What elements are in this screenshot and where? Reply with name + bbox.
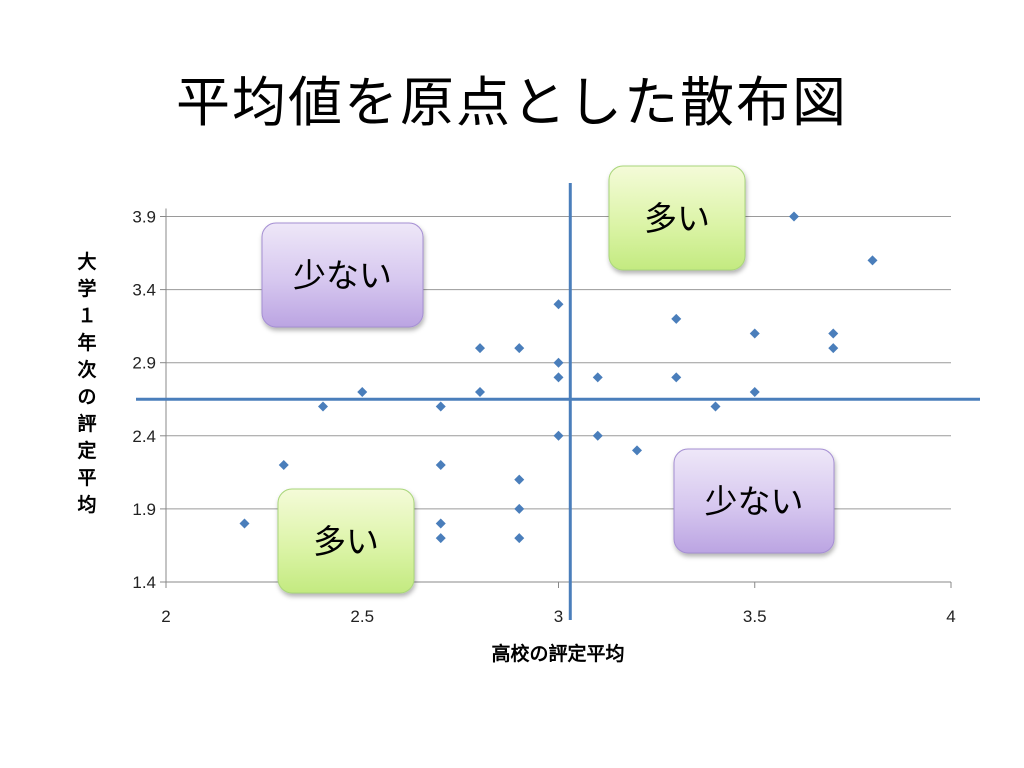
x-tick-labels: 2 2.5 3 3.5 4 bbox=[161, 607, 955, 626]
x-tick-label: 3 bbox=[554, 607, 563, 626]
data-point bbox=[435, 460, 446, 471]
y-tick-labels: 1.4 1.9 2.4 2.9 3.4 3.9 bbox=[132, 208, 156, 593]
data-point bbox=[749, 386, 760, 397]
y-tick-label: 1.9 bbox=[132, 500, 156, 519]
data-point bbox=[671, 372, 682, 383]
x-tick-label: 2 bbox=[161, 607, 170, 626]
data-point bbox=[435, 533, 446, 544]
data-point bbox=[867, 255, 878, 266]
annotation-box-bg bbox=[673, 448, 835, 554]
y-tick-label: 2.4 bbox=[132, 427, 156, 446]
data-point bbox=[553, 357, 564, 368]
data-point bbox=[435, 518, 446, 529]
annotation-label: 少ない bbox=[705, 482, 804, 521]
data-point bbox=[553, 372, 564, 383]
annotation-box-bg bbox=[277, 488, 415, 594]
y-tick-label: 3.4 bbox=[132, 281, 156, 300]
data-point bbox=[514, 503, 525, 514]
data-point bbox=[514, 533, 525, 544]
data-point bbox=[710, 401, 721, 412]
x-tick-label: 4 bbox=[946, 607, 955, 626]
x-tick-label: 3.5 bbox=[743, 607, 767, 626]
y-tick-label: 1.4 bbox=[132, 573, 156, 592]
data-point bbox=[475, 343, 485, 354]
x-tick-label: 2.5 bbox=[350, 607, 374, 626]
data-point bbox=[592, 372, 603, 383]
data-point bbox=[749, 328, 760, 339]
y-tick-label: 2.9 bbox=[132, 354, 156, 373]
data-point bbox=[514, 343, 525, 354]
data-point bbox=[278, 460, 289, 471]
data-point bbox=[239, 518, 250, 529]
data-point bbox=[435, 401, 446, 412]
annotation-box-top-right: 多い bbox=[608, 165, 746, 271]
annotation-box-bg bbox=[261, 222, 424, 328]
annotation-box-bottom-right: 少ない bbox=[673, 448, 835, 554]
annotation-label: 多い bbox=[313, 522, 379, 561]
data-point bbox=[828, 343, 839, 354]
data-point bbox=[514, 474, 525, 485]
y-axis-title: 大学１年次の評定平均 bbox=[77, 250, 96, 516]
data-point bbox=[828, 328, 839, 339]
slide-title: 平均値を原点とした散布図 bbox=[176, 71, 848, 134]
data-point bbox=[553, 299, 564, 310]
annotation-label: 少ない bbox=[293, 256, 392, 295]
data-point bbox=[671, 313, 682, 324]
data-point bbox=[789, 211, 799, 222]
x-axis-title: 高校の評定平均 bbox=[491, 642, 624, 665]
data-point bbox=[475, 386, 485, 397]
data-point bbox=[632, 445, 642, 456]
annotation-box-top-left: 少ない bbox=[261, 222, 424, 328]
annotation-box-bottom-left: 多い bbox=[277, 488, 415, 594]
annotation-label: 多い bbox=[644, 199, 710, 238]
data-point bbox=[318, 401, 328, 412]
data-point bbox=[553, 430, 564, 441]
annotation-box-bg bbox=[608, 165, 746, 271]
y-tick-label: 3.9 bbox=[132, 208, 156, 227]
data-point bbox=[357, 386, 368, 397]
mean-lines bbox=[136, 183, 980, 620]
data-points bbox=[239, 211, 878, 544]
data-point bbox=[592, 430, 603, 441]
